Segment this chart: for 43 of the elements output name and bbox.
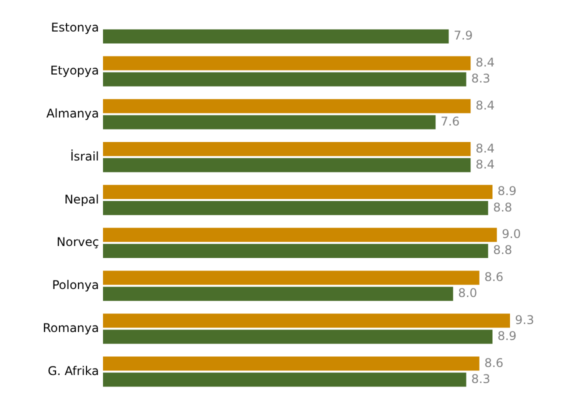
bar <box>103 201 488 216</box>
data-label: 8.4 <box>476 141 495 156</box>
bar <box>103 270 480 285</box>
data-label: 8.6 <box>484 356 504 370</box>
bar <box>103 72 466 86</box>
data-label: 8.0 <box>458 286 478 300</box>
bar <box>103 286 454 301</box>
bar <box>103 29 449 44</box>
data-label: 8.3 <box>471 372 490 386</box>
data-label: 8.8 <box>493 200 512 214</box>
y-tick-label: G. Afrika <box>48 364 99 378</box>
data-label: 8.9 <box>497 184 517 198</box>
y-tick-label: Nepal <box>64 192 99 206</box>
bar <box>103 99 471 114</box>
y-tick-label: Romanya <box>42 320 99 335</box>
data-label: 7.6 <box>440 114 460 129</box>
bar <box>103 330 492 344</box>
data-label: 8.4 <box>476 56 495 70</box>
data-label: 8.3 <box>471 72 490 86</box>
data-label: 7.9 <box>454 28 473 43</box>
bar <box>103 244 488 258</box>
data-label: 9.3 <box>515 312 534 327</box>
bar <box>103 142 471 156</box>
bar <box>103 228 497 242</box>
data-label: 8.9 <box>497 329 517 344</box>
bar <box>103 115 436 130</box>
y-tick-label: İsrail <box>70 149 99 164</box>
data-label: 8.8 <box>493 243 512 258</box>
y-tick-label: Estonya <box>51 20 99 35</box>
y-tick-label: Polonya <box>52 278 99 292</box>
bar <box>103 314 510 328</box>
y-tick-label: Norveç <box>56 235 99 250</box>
bar <box>103 56 471 70</box>
data-label: 8.6 <box>484 270 504 284</box>
data-label: 9.0 <box>502 227 521 242</box>
data-label: 8.4 <box>476 157 495 172</box>
y-tick-label: Etyopya <box>50 64 99 78</box>
data-label: 8.4 <box>476 98 495 112</box>
bar <box>103 356 480 371</box>
bar <box>103 158 471 172</box>
bar <box>103 372 466 387</box>
bar <box>103 184 492 199</box>
y-tick-label: Almanya <box>46 106 99 120</box>
